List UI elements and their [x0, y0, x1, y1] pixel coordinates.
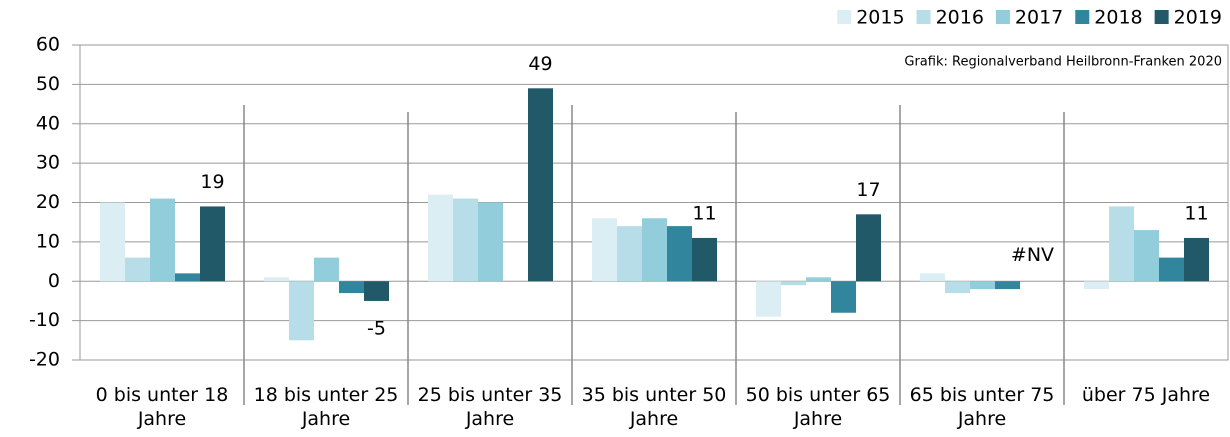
bar — [970, 281, 995, 290]
bar — [1134, 230, 1159, 282]
bar — [339, 281, 364, 294]
legend-swatch — [916, 10, 931, 24]
bar — [1109, 206, 1134, 282]
bar — [478, 202, 503, 282]
bar — [692, 237, 717, 282]
x-tick-label: 18 bis unter 25 Jahre — [253, 384, 399, 430]
legend-swatch — [837, 10, 852, 24]
bar — [1184, 237, 1209, 282]
data-label: 11 — [1184, 202, 1208, 224]
bar — [806, 277, 831, 282]
bar — [831, 281, 856, 313]
y-tick-label: 50 — [36, 73, 60, 95]
bar — [920, 273, 945, 282]
data-label: 17 — [856, 179, 880, 201]
bar — [314, 257, 339, 282]
x-tick-label: 25 bis unter 35 Jahre — [417, 384, 563, 430]
y-tick-label: 30 — [36, 152, 60, 174]
x-tick-label: 65 bis unter 75 Jahre — [909, 384, 1055, 430]
data-label: -5 — [367, 317, 386, 339]
bar — [667, 226, 692, 282]
y-tick-label: 10 — [36, 230, 60, 252]
bar — [781, 281, 806, 286]
bar — [264, 277, 289, 282]
y-tick-label: -10 — [29, 309, 60, 331]
bar — [856, 214, 881, 282]
x-tick-label: über 75 Jahre — [1081, 384, 1211, 406]
y-tick-label: 40 — [36, 112, 60, 134]
x-tick-label: 0 bis unter 18 Jahre — [95, 384, 229, 430]
bar — [1159, 257, 1184, 282]
bar — [617, 226, 642, 282]
bar — [528, 88, 553, 282]
data-label: 49 — [528, 53, 552, 75]
bar — [642, 218, 667, 282]
bar — [150, 198, 175, 282]
bar — [453, 198, 478, 282]
bar — [200, 206, 225, 282]
data-label: #NV — [1011, 244, 1054, 266]
legend-swatch — [1154, 10, 1169, 24]
legend-swatch — [995, 10, 1010, 24]
legend-label: 2015 — [856, 7, 904, 29]
bar — [756, 281, 781, 317]
bar — [289, 281, 314, 341]
plot-border — [79, 44, 1229, 361]
annotation: Grafik: Regionalverband Heilbronn-Franke… — [904, 55, 1222, 70]
x-tick-label: 35 bis unter 50 Jahre — [581, 384, 727, 430]
bar — [592, 218, 617, 282]
data-label: 19 — [200, 171, 224, 193]
legend-swatch — [1075, 10, 1090, 24]
y-tick-label: 20 — [36, 191, 60, 213]
y-tick-label: -20 — [29, 349, 60, 371]
legend-label: 2016 — [936, 7, 984, 29]
bar — [428, 194, 453, 282]
legend-label: 2017 — [1015, 7, 1063, 29]
data-label: 11 — [692, 202, 716, 224]
bar — [1084, 281, 1109, 290]
legend-label: 2019 — [1174, 7, 1222, 29]
legend-label: 2018 — [1094, 7, 1142, 29]
bar — [125, 257, 150, 282]
x-tick-label: 50 bis unter 65 Jahre — [745, 384, 891, 430]
bar — [175, 273, 200, 282]
bar — [100, 202, 125, 282]
bar — [364, 281, 389, 301]
bar — [995, 281, 1020, 290]
y-tick-label: 60 — [36, 34, 60, 56]
y-tick-label: 0 — [48, 270, 60, 292]
bar — [945, 281, 970, 294]
